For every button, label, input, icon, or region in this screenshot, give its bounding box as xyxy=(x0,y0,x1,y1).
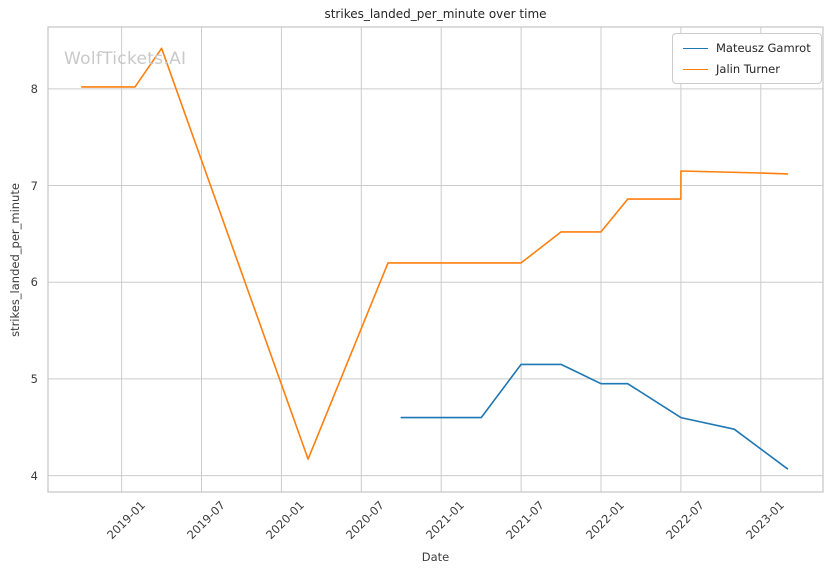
legend-label: Jalin Turner xyxy=(716,62,780,76)
y-axis-label: strikes_landed_per_minute xyxy=(8,183,22,337)
x-axis-label: Date xyxy=(421,550,450,564)
series-line-mateusz-gamrot xyxy=(400,363,789,470)
legend-label: Mateusz Gamrot xyxy=(716,41,811,55)
plot-border xyxy=(47,26,824,493)
y-tick-label: 7 xyxy=(30,178,38,193)
y-tick-label: 8 xyxy=(30,81,38,96)
legend-item-jalin-turner: Jalin Turner xyxy=(683,62,811,76)
legend: Mateusz Gamrot Jalin Turner xyxy=(672,33,822,84)
y-tick-label: 4 xyxy=(30,468,38,483)
watermark: WolfTickets.AI xyxy=(64,49,187,69)
chart-title: strikes_landed_per_minute over time xyxy=(324,7,547,21)
series-line-jalin-turner xyxy=(80,47,789,460)
y-tick-label: 5 xyxy=(30,371,38,386)
legend-line-sample xyxy=(683,68,708,70)
y-tick-label: 6 xyxy=(30,275,38,290)
legend-item-mateusz-gamrot: Mateusz Gamrot xyxy=(683,41,811,55)
legend-line-sample xyxy=(683,47,708,49)
